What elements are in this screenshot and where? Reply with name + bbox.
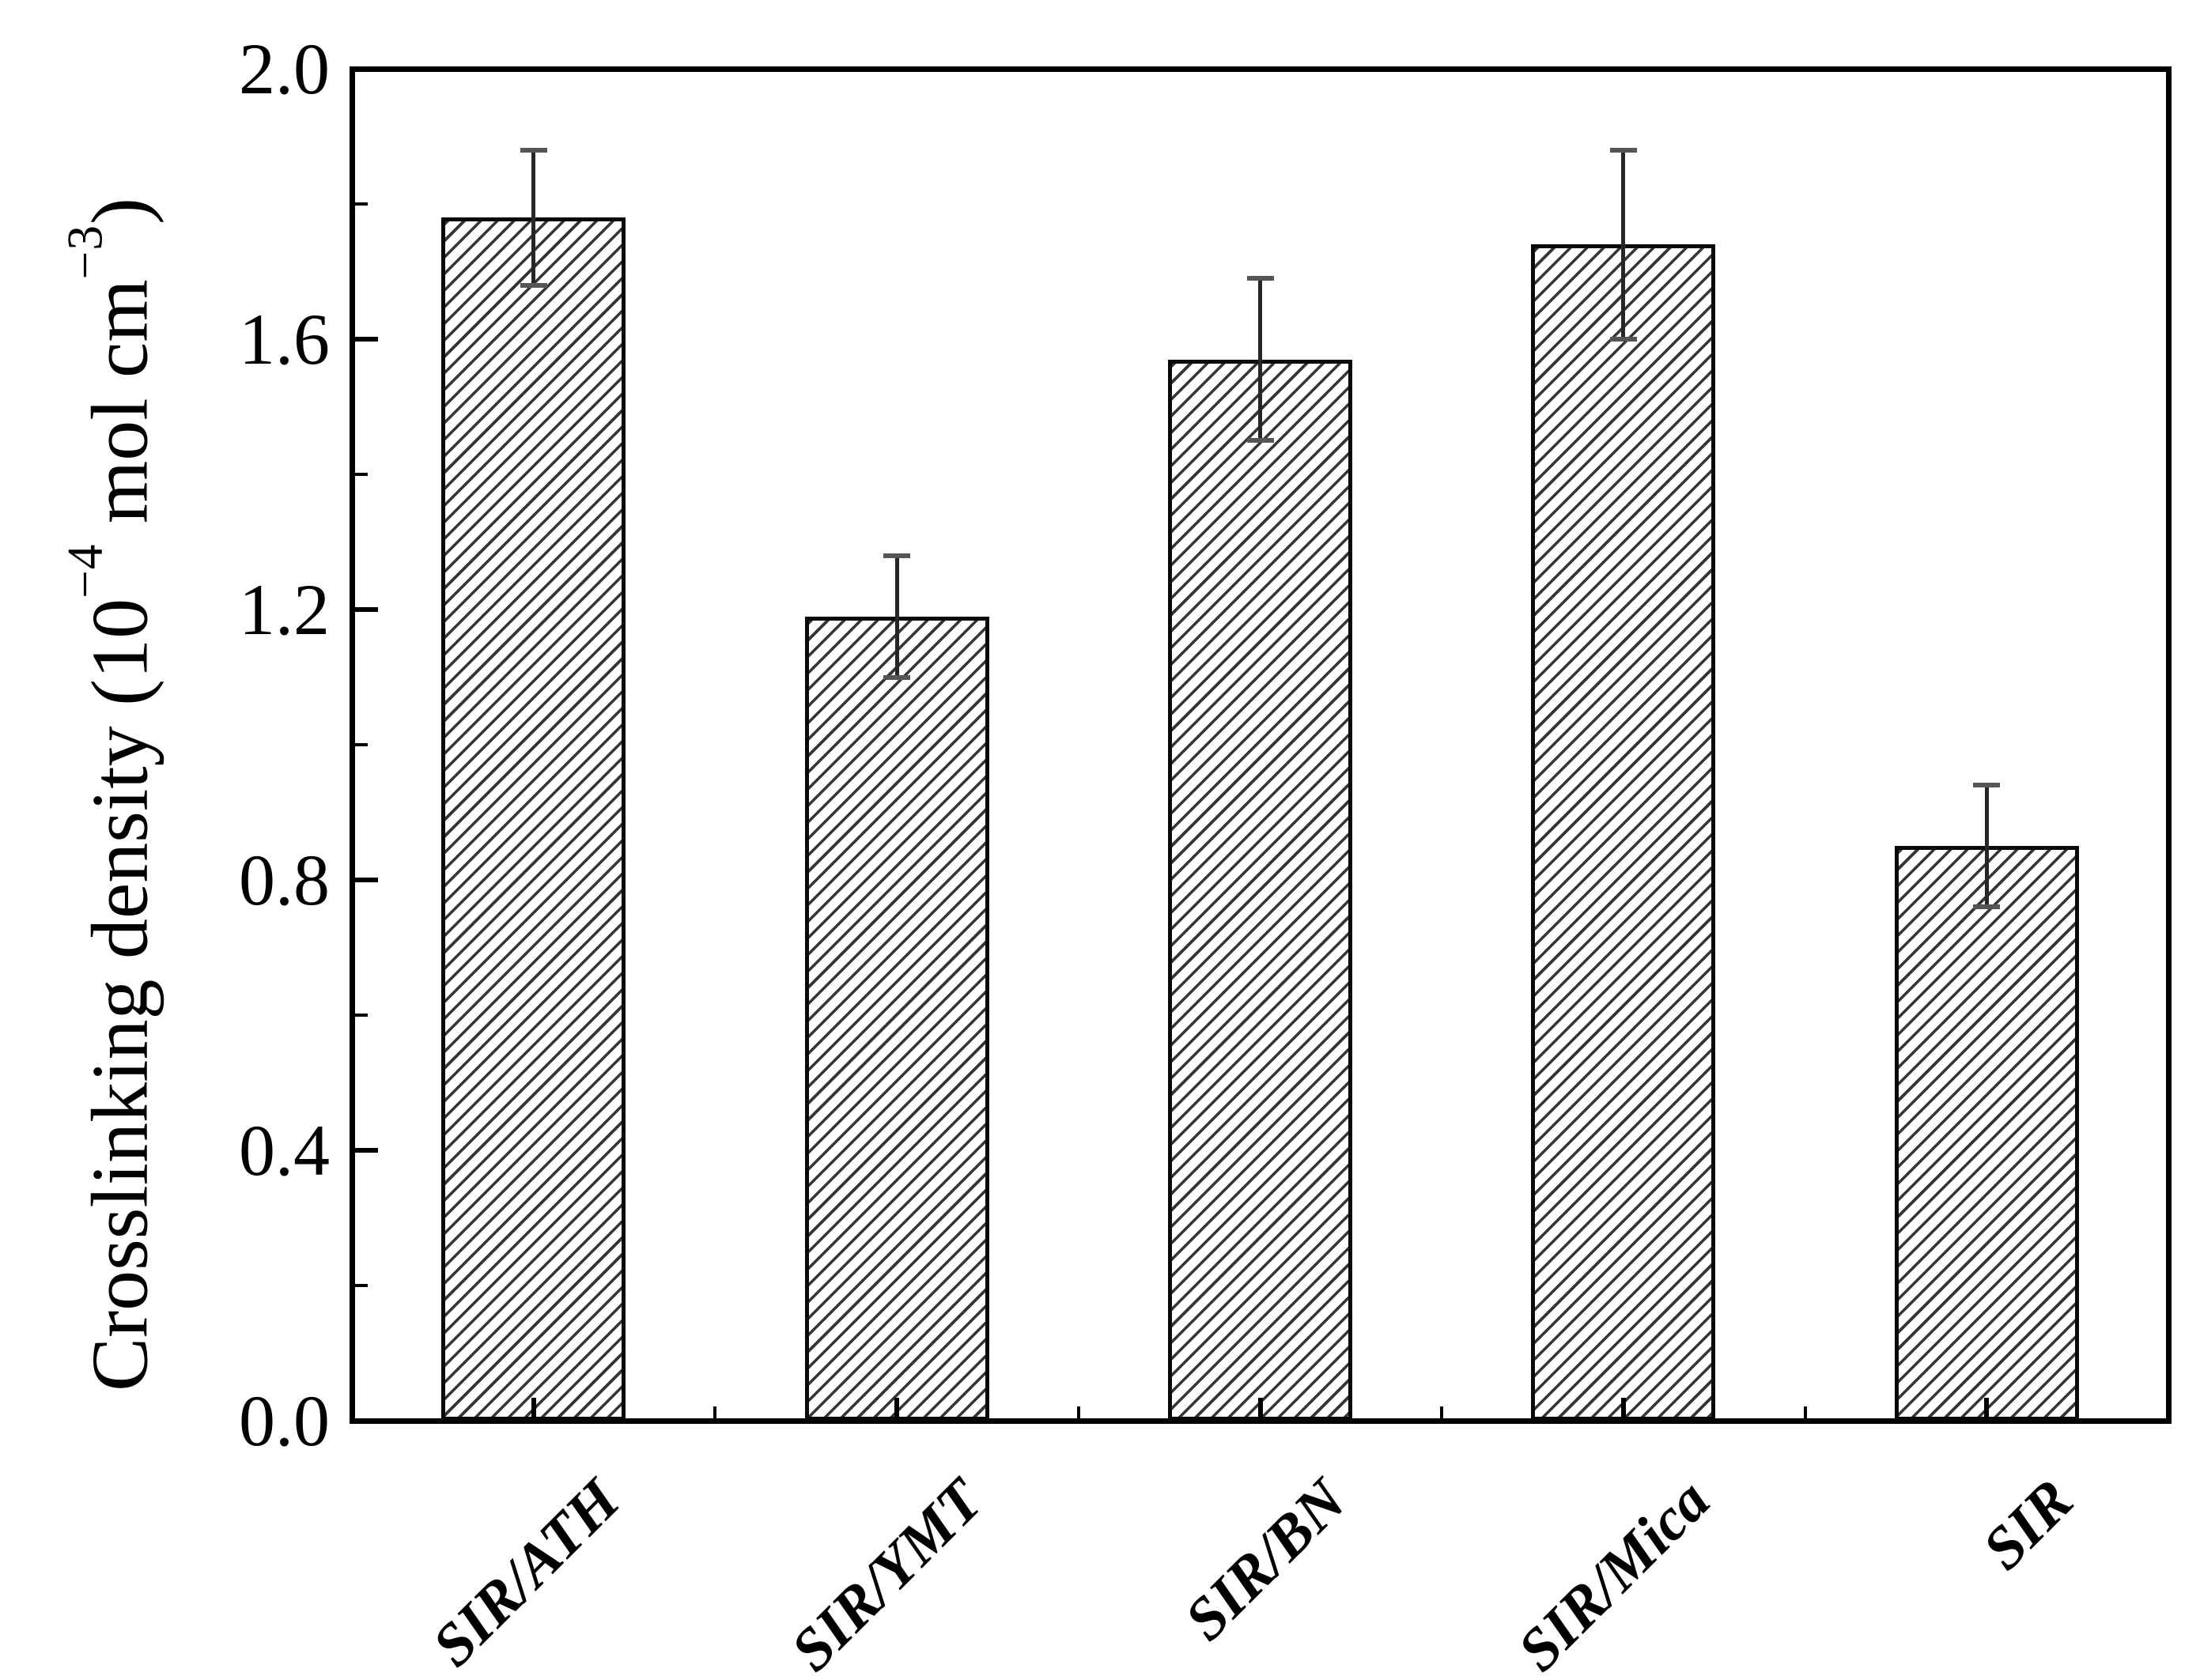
error-bar-cap-bottom [520,282,547,288]
y-tick-label: 1.2 [239,569,330,650]
y-axis-title-superscript: −3 [57,225,113,280]
error-bar-cap-top [1609,147,1637,153]
error-bar-cap-top [1973,783,2001,788]
y-tick-label: 0.8 [239,840,330,920]
y-axis-title: Crosslinking density (10−4 mol cm−3) [39,198,168,1391]
x-major-tick [894,1398,900,1418]
y-major-tick [354,607,378,612]
plot-border-left [349,66,355,1424]
y-tick-label: 2.0 [239,28,330,109]
y-axis-title-segment: mol cm [75,279,165,544]
x-minor-tick [713,1406,717,1418]
y-minor-tick [354,1284,368,1287]
error-bar-stem [531,149,536,285]
y-minor-tick [354,743,368,746]
x-tick-label: SIR [1969,1467,2086,1583]
error-bar-cap-bottom [1609,337,1637,342]
x-tick-label: SIR/Mica [1505,1467,1722,1680]
bar-sir-ath [441,217,626,1421]
y-tick-label: 0.0 [239,1380,330,1461]
plot-border-bottom [349,1418,2172,1424]
y-minor-tick [354,1014,368,1017]
error-bar-stem [1621,149,1626,339]
error-bar-cap-bottom [1246,438,1274,444]
x-major-tick [531,1398,536,1418]
error-bar-stem [1984,785,1989,908]
x-major-tick [1257,1398,1263,1418]
y-major-tick [354,1418,378,1423]
x-minor-tick [1440,1406,1444,1418]
error-bar-cap-top [520,147,547,153]
y-tick-label: 1.6 [239,299,330,379]
x-tick-label: SIR/BN [1172,1467,1359,1653]
error-bar-cap-top [883,553,911,558]
error-bar-cap-bottom [883,674,911,680]
y-tick-label: 0.4 [239,1110,330,1191]
x-major-tick [1984,1398,1990,1418]
plot-border-right [2165,66,2172,1424]
x-minor-tick [1076,1406,1080,1418]
y-major-tick [354,66,378,71]
bar-sir [1894,846,2079,1421]
y-major-tick [354,1148,378,1153]
error-bar-stem [1258,278,1262,441]
bar-sir-mica [1531,244,1716,1421]
x-tick-label: SIR/YMT [778,1467,996,1680]
error-bar-stem [894,555,899,678]
bar-sir-bn [1168,359,1352,1421]
error-bar-cap-top [1246,276,1274,281]
error-bar-cap-bottom [1973,904,2001,910]
x-tick-label: SIR/ATH [419,1467,633,1679]
y-axis-title-superscript: −4 [57,543,113,598]
y-minor-tick [354,202,368,206]
x-minor-tick [1803,1406,1807,1418]
y-major-tick [354,878,378,882]
y-minor-tick [354,473,368,476]
y-axis-title-segment: Crosslinking density (10 [75,598,165,1391]
bar-sir-ymt [804,616,989,1421]
y-axis-title-segment: ) [75,198,165,225]
plot-border-top [349,66,2172,72]
y-major-tick [354,337,378,342]
x-major-tick [1620,1398,1626,1418]
